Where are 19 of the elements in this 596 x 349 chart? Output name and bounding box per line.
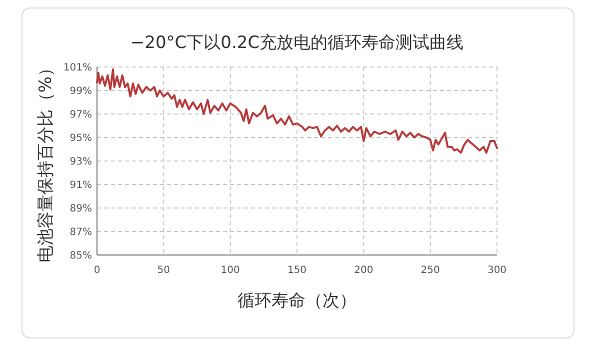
- x-tick-label: 150: [287, 265, 307, 276]
- y-tick-label: 97%: [70, 110, 92, 120]
- y-tick-label: 93%: [70, 156, 92, 168]
- chart-title: −20°C下以0.2C充放电的循环寿命测试曲线: [130, 33, 464, 53]
- y-tick-label: 95%: [70, 133, 92, 144]
- x-tick-label: 50: [157, 265, 170, 276]
- y-tick-label: 99%: [70, 86, 92, 97]
- y-tick-label: 101%: [63, 62, 92, 74]
- y-tick-label: 85%: [70, 250, 92, 262]
- x-tick-label: 250: [420, 265, 440, 276]
- x-tick-label: 200: [354, 265, 374, 276]
- x-axis-title: 循环寿命（次）: [238, 291, 356, 311]
- x-tick-label: 100: [220, 265, 240, 276]
- y-tick-label: 87%: [70, 227, 92, 238]
- y-tick-label: 89%: [70, 204, 92, 214]
- x-tick-label: 300: [487, 265, 507, 276]
- x-tick-label: 0: [94, 265, 100, 276]
- y-tick-label: 91%: [70, 180, 92, 191]
- y-axis-title: 电池容量保持百分比（%）: [36, 59, 56, 263]
